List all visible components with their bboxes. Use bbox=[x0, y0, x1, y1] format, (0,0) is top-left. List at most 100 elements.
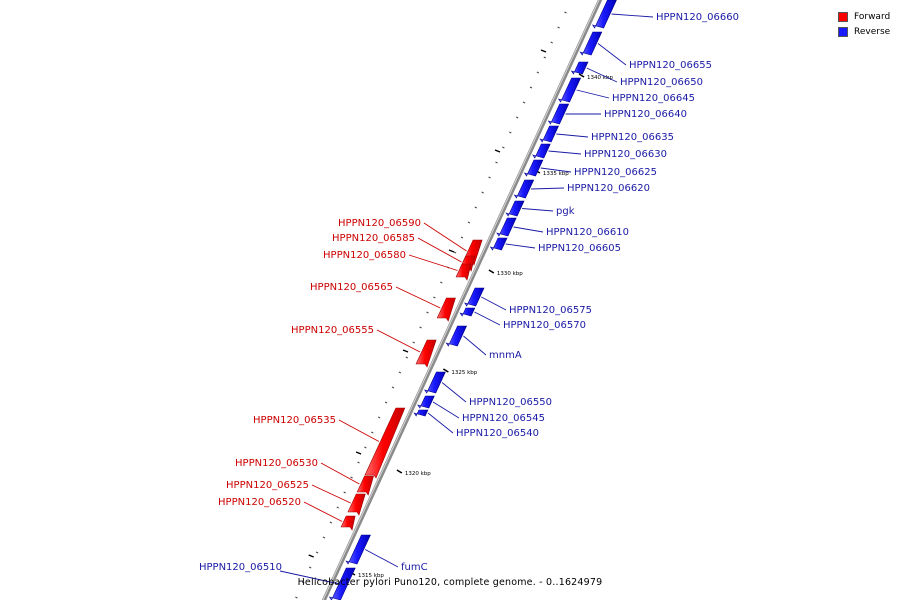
reverse-gene-11[interactable] bbox=[489, 237, 508, 251]
forward-gene-label-3[interactable]: HPPN120_06565 bbox=[310, 282, 393, 293]
minor-tick bbox=[536, 71, 540, 74]
reverse-gene-label-17[interactable]: HPPN120_06540 bbox=[456, 428, 539, 439]
reverse-gene-label-7[interactable]: HPPN120_06625 bbox=[574, 167, 657, 178]
forward-gene-label-0[interactable]: HPPN120_06590 bbox=[338, 218, 421, 229]
forward-gene-label-7[interactable]: HPPN120_06525 bbox=[226, 480, 309, 491]
forward-gene-7[interactable] bbox=[347, 493, 366, 516]
reverse-gene-10[interactable] bbox=[496, 217, 517, 237]
major-tick bbox=[308, 554, 314, 558]
major-tick bbox=[402, 349, 409, 353]
major-tick bbox=[578, 73, 585, 78]
forward-gene-2[interactable] bbox=[455, 263, 472, 281]
reverse-gene-label-4[interactable]: HPPN120_06640 bbox=[604, 109, 687, 120]
minor-tick bbox=[336, 506, 340, 509]
minor-tick bbox=[440, 281, 443, 284]
reverse-gene-label-6[interactable]: HPPN120_06630 bbox=[584, 149, 667, 160]
reverse-gene-0[interactable] bbox=[591, 0, 617, 29]
minor-tick bbox=[295, 596, 298, 599]
gene-leader-line bbox=[576, 89, 610, 99]
minor-tick bbox=[357, 461, 360, 464]
forward-gene-label-1[interactable]: HPPN120_06585 bbox=[332, 233, 415, 244]
reverse-gene-3[interactable] bbox=[557, 77, 582, 103]
legend-forward-label: Forward bbox=[854, 11, 891, 22]
reverse-gene-5[interactable] bbox=[539, 125, 560, 143]
gene-leader-line bbox=[320, 462, 360, 485]
gene-leader-line bbox=[611, 13, 654, 18]
reverse-gene-18[interactable] bbox=[345, 534, 371, 565]
reverse-gene-label-10[interactable]: HPPN120_06610 bbox=[546, 227, 629, 238]
forward-gene-8[interactable] bbox=[340, 515, 356, 531]
reverse-gene-label-9[interactable]: pgk bbox=[556, 206, 575, 217]
reverse-gene-label-16[interactable]: HPPN120_06545 bbox=[462, 413, 545, 424]
reverse-gene-6[interactable] bbox=[532, 143, 551, 159]
major-tick bbox=[488, 269, 495, 274]
reverse-gene-17[interactable] bbox=[413, 409, 429, 417]
minor-tick bbox=[343, 491, 346, 494]
forward-gene-label-6[interactable]: HPPN120_06530 bbox=[235, 458, 318, 469]
legend-item-forward: Forward bbox=[838, 9, 890, 24]
gene-leader-line bbox=[522, 208, 554, 212]
minor-tick bbox=[384, 401, 388, 404]
major-tick bbox=[540, 49, 547, 53]
reverse-gene-12[interactable] bbox=[464, 287, 485, 307]
reverse-gene-2[interactable] bbox=[570, 61, 589, 75]
minor-tick bbox=[467, 221, 471, 224]
major-tick bbox=[396, 469, 403, 474]
reverse-gene-8[interactable] bbox=[513, 179, 535, 199]
forward-gene-label-8[interactable]: HPPN120_06520 bbox=[218, 497, 301, 508]
minor-tick bbox=[564, 11, 567, 14]
map-caption: Helicobacter pylori Puno120, complete ge… bbox=[297, 577, 603, 588]
gene-leader-line bbox=[338, 419, 380, 442]
reverse-gene-label-5[interactable]: HPPN120_06635 bbox=[591, 132, 674, 143]
minor-tick bbox=[543, 56, 547, 59]
reverse-gene-7[interactable] bbox=[523, 159, 544, 177]
forward-gene-6[interactable] bbox=[356, 475, 374, 496]
forward-gene-label-5[interactable]: HPPN120_06535 bbox=[253, 415, 336, 426]
reverse-gene-label-11[interactable]: HPPN120_06605 bbox=[538, 243, 621, 254]
reverse-gene-label-2[interactable]: HPPN120_06650 bbox=[620, 77, 703, 88]
reverse-gene-label-3[interactable]: HPPN120_06645 bbox=[612, 93, 695, 104]
reverse-gene-label-18[interactable]: fumC bbox=[401, 562, 428, 573]
reverse-gene-label-19[interactable]: HPPN120_06510 bbox=[199, 562, 282, 573]
reverse-gene-13[interactable] bbox=[459, 307, 476, 317]
gene-leader-line bbox=[548, 150, 582, 155]
reverse-gene-1[interactable] bbox=[579, 31, 603, 56]
gene-leader-line bbox=[432, 401, 460, 419]
minor-tick bbox=[412, 341, 415, 344]
gene-leader-line bbox=[586, 67, 618, 83]
scale-label: 1340 kbp bbox=[587, 75, 613, 81]
legend: Forward Reverse bbox=[838, 9, 890, 39]
reverse-gene-label-8[interactable]: HPPN120_06620 bbox=[567, 183, 650, 194]
reverse-gene-4[interactable] bbox=[547, 103, 570, 125]
reverse-gene-16[interactable] bbox=[417, 395, 435, 409]
major-tick bbox=[494, 149, 501, 153]
forward-gene-5[interactable] bbox=[364, 407, 406, 479]
reverse-gene-label-13[interactable]: HPPN120_06570 bbox=[503, 320, 586, 331]
major-tick bbox=[355, 451, 362, 455]
minor-tick bbox=[550, 41, 553, 44]
reverse-gene-19[interactable] bbox=[328, 567, 356, 600]
gene-leader-line bbox=[597, 43, 627, 66]
reverse-gene-label-12[interactable]: HPPN120_06575 bbox=[509, 305, 592, 316]
minor-tick bbox=[509, 131, 512, 134]
gene-leader-line bbox=[423, 222, 467, 252]
reverse-gene-label-14[interactable]: mnmA bbox=[489, 350, 522, 361]
forward-gene-label-2[interactable]: HPPN120_06580 bbox=[323, 250, 406, 261]
reverse-gene-label-1[interactable]: HPPN120_06655 bbox=[629, 60, 712, 71]
reverse-gene-label-0[interactable]: HPPN120_06660 bbox=[656, 12, 739, 23]
forward-gene-label-4[interactable]: HPPN120_06555 bbox=[291, 325, 374, 336]
forward-gene-4[interactable] bbox=[415, 339, 437, 368]
forward-gene-3[interactable] bbox=[436, 297, 456, 322]
gene-leader-line bbox=[408, 254, 458, 271]
reverse-gene-15[interactable] bbox=[424, 371, 446, 394]
reverse-gene-14[interactable] bbox=[445, 325, 468, 347]
scale-label: 1330 kbp bbox=[497, 271, 523, 277]
gene-leader-line bbox=[303, 501, 343, 522]
reverse-gene-label-15[interactable]: HPPN120_06550 bbox=[469, 397, 552, 408]
genome-backbone bbox=[321, 0, 603, 600]
major-tick bbox=[442, 368, 449, 373]
major-tick bbox=[448, 249, 455, 253]
reverse-gene-9[interactable] bbox=[505, 200, 525, 217]
